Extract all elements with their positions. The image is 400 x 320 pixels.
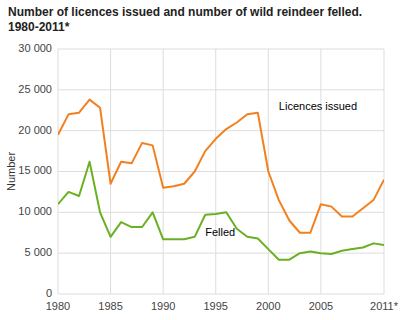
annotation: Licences issued bbox=[279, 100, 357, 112]
title-line: Number of licences issued and number of … bbox=[8, 5, 362, 19]
x-grid-line bbox=[384, 49, 385, 294]
series-line bbox=[58, 162, 384, 260]
axes: 0 5 000 10 000 15 000 20 000 25 000 30 000 1980… bbox=[18, 42, 398, 312]
x-grid-line bbox=[110, 49, 111, 294]
x-grid-line bbox=[320, 49, 321, 294]
annotation: Felled bbox=[205, 226, 235, 238]
x-tick-label: 1985 bbox=[98, 300, 122, 312]
x-tick-label: 1995 bbox=[203, 300, 227, 312]
y-tick-label: 5 000 bbox=[24, 246, 52, 258]
plot-area bbox=[58, 100, 384, 260]
x-grid-line bbox=[163, 49, 164, 294]
x-grid-line bbox=[215, 49, 216, 294]
y-axis-label: Number bbox=[5, 152, 17, 191]
y-tick-label: 20 000 bbox=[18, 124, 52, 136]
y-tick-label: 15 000 bbox=[18, 164, 52, 176]
x-tick-label: 2005 bbox=[309, 300, 333, 312]
y-tick-label: 0 bbox=[46, 287, 52, 299]
title: Number of licences issued and number of … bbox=[8, 5, 362, 34]
y-grid-line bbox=[58, 171, 384, 172]
y-grid-line bbox=[58, 130, 384, 131]
chart: Number of licences issued and number of … bbox=[0, 0, 400, 320]
y-grid-line bbox=[58, 89, 384, 90]
x-tick-label: 2011* bbox=[370, 300, 399, 312]
y-tick-label: 30 000 bbox=[18, 42, 52, 54]
x-tick-label: 2000 bbox=[256, 300, 280, 312]
y-grid-line bbox=[58, 294, 384, 295]
x-tick-label: 1980 bbox=[46, 300, 70, 312]
title-line: 1980-2011* bbox=[8, 20, 70, 34]
y-tick-label: 10 000 bbox=[18, 205, 52, 217]
y-tick-label: 25 000 bbox=[18, 83, 52, 95]
y-grid-line bbox=[58, 49, 384, 50]
annotations: Licences issued Felled bbox=[205, 100, 357, 239]
x-tick-label: 1990 bbox=[151, 300, 175, 312]
x-grid-line bbox=[58, 49, 59, 294]
